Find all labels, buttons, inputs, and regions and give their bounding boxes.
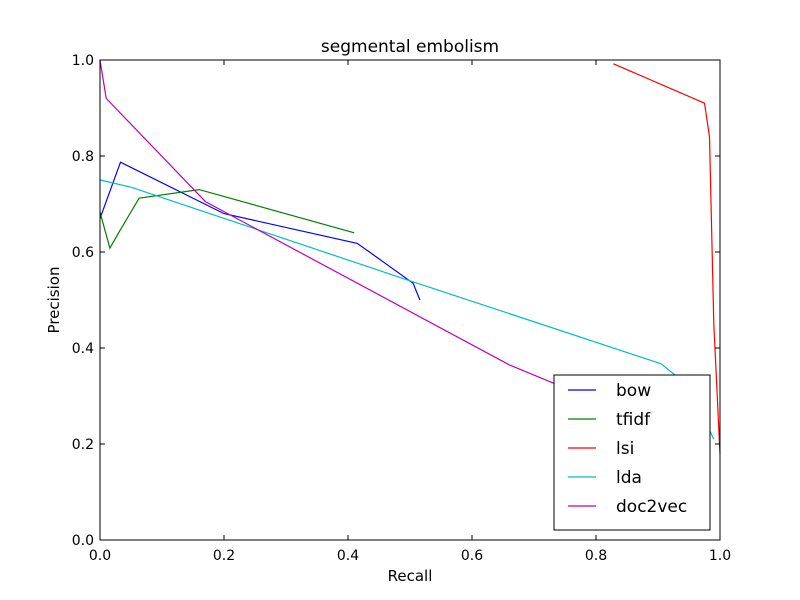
plot-frame <box>99 59 721 541</box>
x-tick-label: 0.2 <box>213 548 235 564</box>
y-tick-label: 1.0 <box>72 53 94 69</box>
y-tick-label: 0.6 <box>72 245 94 261</box>
legend-label-lsi: lsi <box>616 439 634 459</box>
series-line-tfidf <box>99 188 355 250</box>
chart-title: segmental embolism <box>321 37 499 57</box>
legend: bow tfidf lsi lda doc2vec <box>553 374 711 531</box>
series-line-doc2vec <box>99 59 597 402</box>
ticks-layer: 0.0 0.2 0.4 0.6 0.8 1.0 0.0 0.2 0.4 0.6 0.8 1.0 <box>72 53 731 564</box>
x-tick-label: 0.8 <box>585 548 607 564</box>
legend-box <box>553 374 711 531</box>
legend-label-doc2vec: doc2vec <box>616 497 687 517</box>
y-tick-label: 0.8 <box>72 149 94 165</box>
legend-label-bow: bow <box>616 381 651 401</box>
y-tick-label: 0.0 <box>72 533 94 549</box>
y-axis-label: Precision <box>45 267 63 334</box>
series-line-lsi <box>613 63 721 454</box>
y-tick-label: 0.4 <box>72 341 94 357</box>
legend-label-tfidf: tfidf <box>616 410 651 430</box>
series-line-bow <box>99 161 421 301</box>
x-tick-label: 0.0 <box>89 548 111 564</box>
x-tick-label: 0.6 <box>461 548 483 564</box>
y-tick-label: 0.2 <box>72 437 94 453</box>
legend-label-lda: lda <box>616 468 642 488</box>
x-axis-label: Recall <box>388 567 433 585</box>
x-tick-label: 1.0 <box>709 548 731 564</box>
x-tick-label: 0.4 <box>337 548 359 564</box>
